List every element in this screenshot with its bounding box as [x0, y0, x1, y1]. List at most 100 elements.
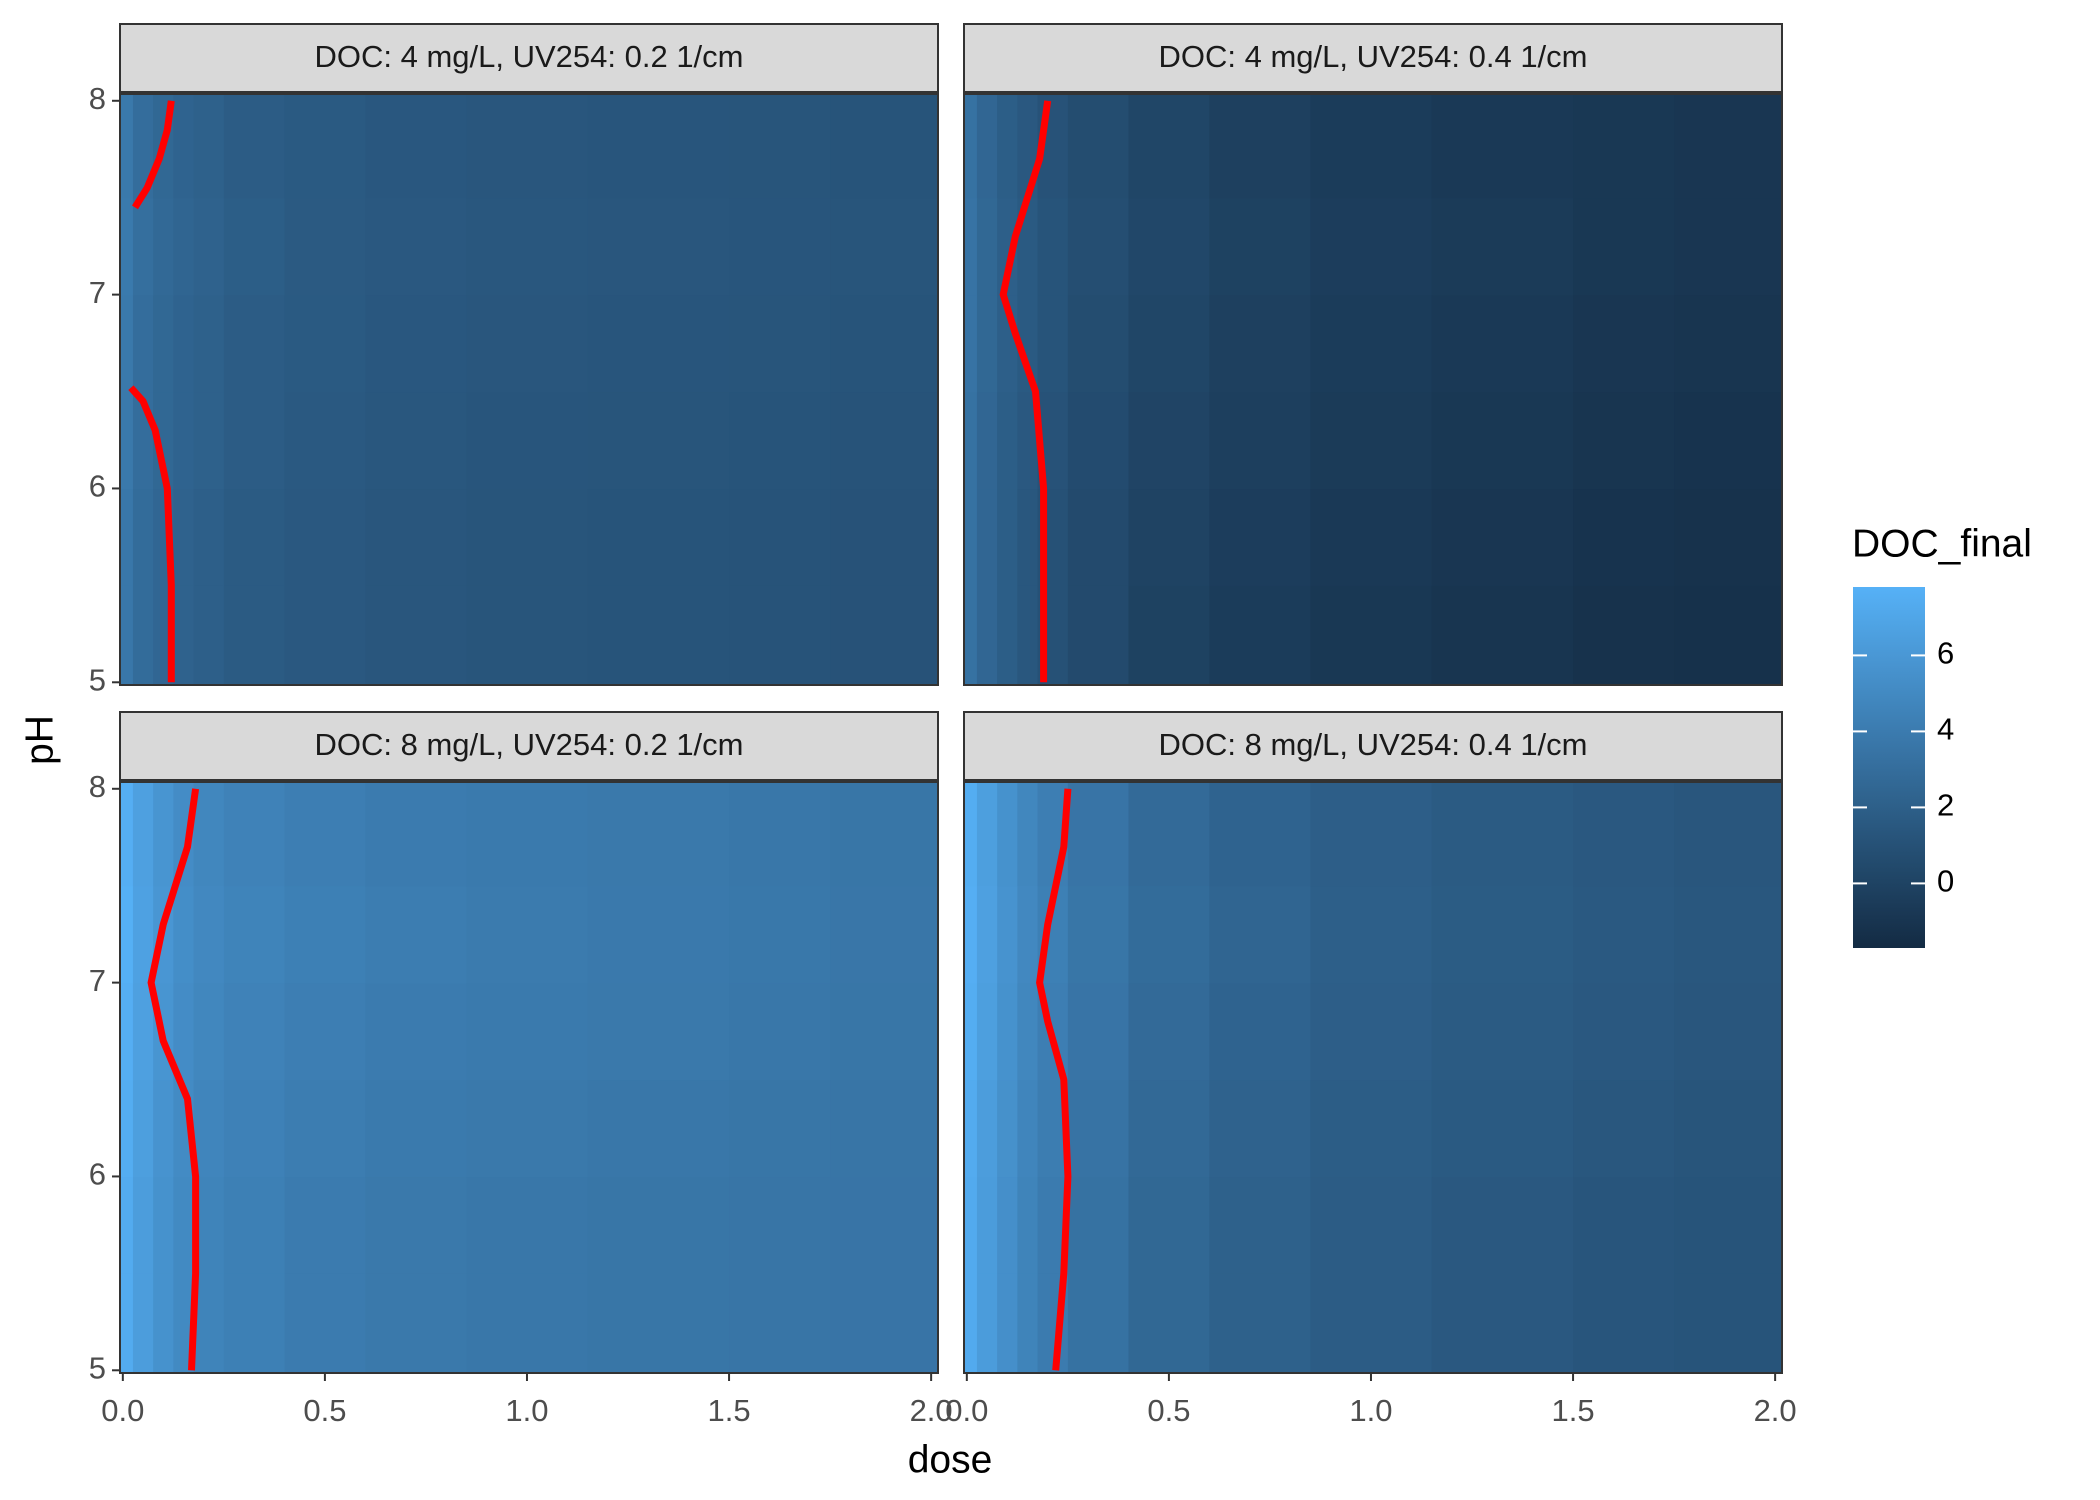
y-tick-label: 8: [89, 81, 106, 116]
heat-cell: [120, 1273, 134, 1373]
heat-cell: [997, 1273, 1018, 1373]
heat-cell: [193, 982, 225, 1081]
heat-cell: [132, 488, 154, 586]
heat-cell: [830, 1273, 938, 1373]
heat-cell: [1128, 391, 1210, 490]
heat-cell: [1674, 488, 1782, 586]
heat-cell: [1431, 1079, 1574, 1178]
heat-cell: [153, 1176, 174, 1274]
heat-cell: [976, 94, 998, 199]
strip-title: DOC: 8 mg/L, UV254: 0.2 1/cm: [314, 727, 743, 762]
heat-cell: [1017, 294, 1039, 393]
heat-cell: [1431, 94, 1574, 199]
heat-cell: [284, 391, 366, 490]
heat-cell: [964, 1079, 978, 1178]
heat-cell: [1431, 585, 1574, 685]
heat-cell: [173, 294, 195, 393]
heat-cell: [729, 1176, 831, 1274]
heat-cell: [997, 1176, 1018, 1274]
x-tick-label: 0.0: [945, 1393, 988, 1428]
heat-cell: [193, 294, 225, 393]
heat-cell: [365, 885, 467, 984]
heat-cell: [1674, 1079, 1782, 1178]
heat-cell: [1067, 1079, 1130, 1178]
heat-cell: [1310, 94, 1433, 199]
legend-tick-label: 6: [1937, 636, 1954, 671]
heat-cell: [284, 585, 366, 685]
heat-cell: [365, 982, 467, 1081]
heat-cell: [1209, 585, 1311, 685]
heat-cell: [1017, 982, 1039, 1081]
heat-cell: [997, 1079, 1018, 1178]
heat-cell: [1310, 885, 1433, 984]
heat-cell: [132, 782, 154, 887]
heat-cell: [1209, 488, 1311, 586]
heat-cell: [1573, 1273, 1675, 1373]
heat-cell: [1310, 488, 1433, 586]
heat-cell: [1017, 391, 1039, 490]
heat-cell: [1431, 488, 1574, 586]
heat-cell: [223, 885, 286, 984]
y-tick-label: 7: [89, 275, 106, 310]
heat-cell: [964, 982, 978, 1081]
heat-cell: [830, 488, 938, 586]
heat-cell: [120, 585, 134, 685]
heat-cell: [1674, 1273, 1782, 1373]
heat-cell: [1674, 1176, 1782, 1274]
panel: [120, 782, 938, 1373]
heat-cell: [193, 1273, 225, 1373]
heat-cell: [976, 585, 998, 685]
heat-cell: [729, 391, 831, 490]
heat-cell: [587, 391, 730, 490]
heat-cell: [1067, 391, 1130, 490]
heat-cell: [997, 982, 1018, 1081]
strip-title: DOC: 4 mg/L, UV254: 0.2 1/cm: [314, 39, 743, 74]
x-axis-label: dose: [908, 1438, 993, 1481]
heat-cell: [1128, 1079, 1210, 1178]
heat-cell: [976, 982, 998, 1081]
heat-cell: [193, 391, 225, 490]
heat-cell: [132, 982, 154, 1081]
heat-cell: [976, 885, 998, 984]
heat-cell: [120, 488, 134, 586]
heat-cell: [132, 1176, 154, 1274]
heat-cell: [120, 982, 134, 1081]
heat-cell: [976, 488, 998, 586]
heat-cell: [1209, 982, 1311, 1081]
heat-cell: [729, 1273, 831, 1373]
heat-cell: [1017, 1273, 1039, 1373]
heat-cell: [284, 1176, 366, 1274]
heat-cell: [1573, 391, 1675, 490]
heat-cell: [830, 1079, 938, 1178]
heat-cell: [120, 885, 134, 984]
heat-cell: [1310, 1273, 1433, 1373]
heat-cell: [132, 94, 154, 199]
y-tick-label: 6: [89, 1157, 106, 1192]
heat-cell: [1431, 1273, 1574, 1373]
heat-cell: [964, 782, 978, 887]
x-tick-label: 0.0: [101, 1393, 144, 1428]
heat-cell: [1067, 294, 1130, 393]
heat-cell: [120, 94, 134, 199]
heat-cell: [1431, 197, 1574, 296]
heat-cell: [1067, 885, 1130, 984]
y-axis-label: pH: [18, 715, 61, 765]
heat-cell: [1431, 982, 1574, 1081]
heat-cell: [132, 197, 154, 296]
heat-cell: [976, 391, 998, 490]
x-tick-label: 1.0: [505, 1393, 548, 1428]
heat-cell: [729, 585, 831, 685]
heat-cell: [365, 294, 467, 393]
x-tick-label: 1.5: [707, 1393, 750, 1428]
heat-cell: [1209, 1176, 1311, 1274]
heat-cell: [976, 1176, 998, 1274]
heat-cell: [284, 885, 366, 984]
heat-cell: [964, 885, 978, 984]
panel-border: [119, 781, 939, 1374]
heat-cell: [223, 94, 286, 199]
heat-cell: [1037, 294, 1069, 393]
heat-cell: [153, 782, 174, 887]
heat-cell: [1128, 488, 1210, 586]
panel-border: [963, 781, 1783, 1374]
heat-cell: [223, 585, 286, 685]
